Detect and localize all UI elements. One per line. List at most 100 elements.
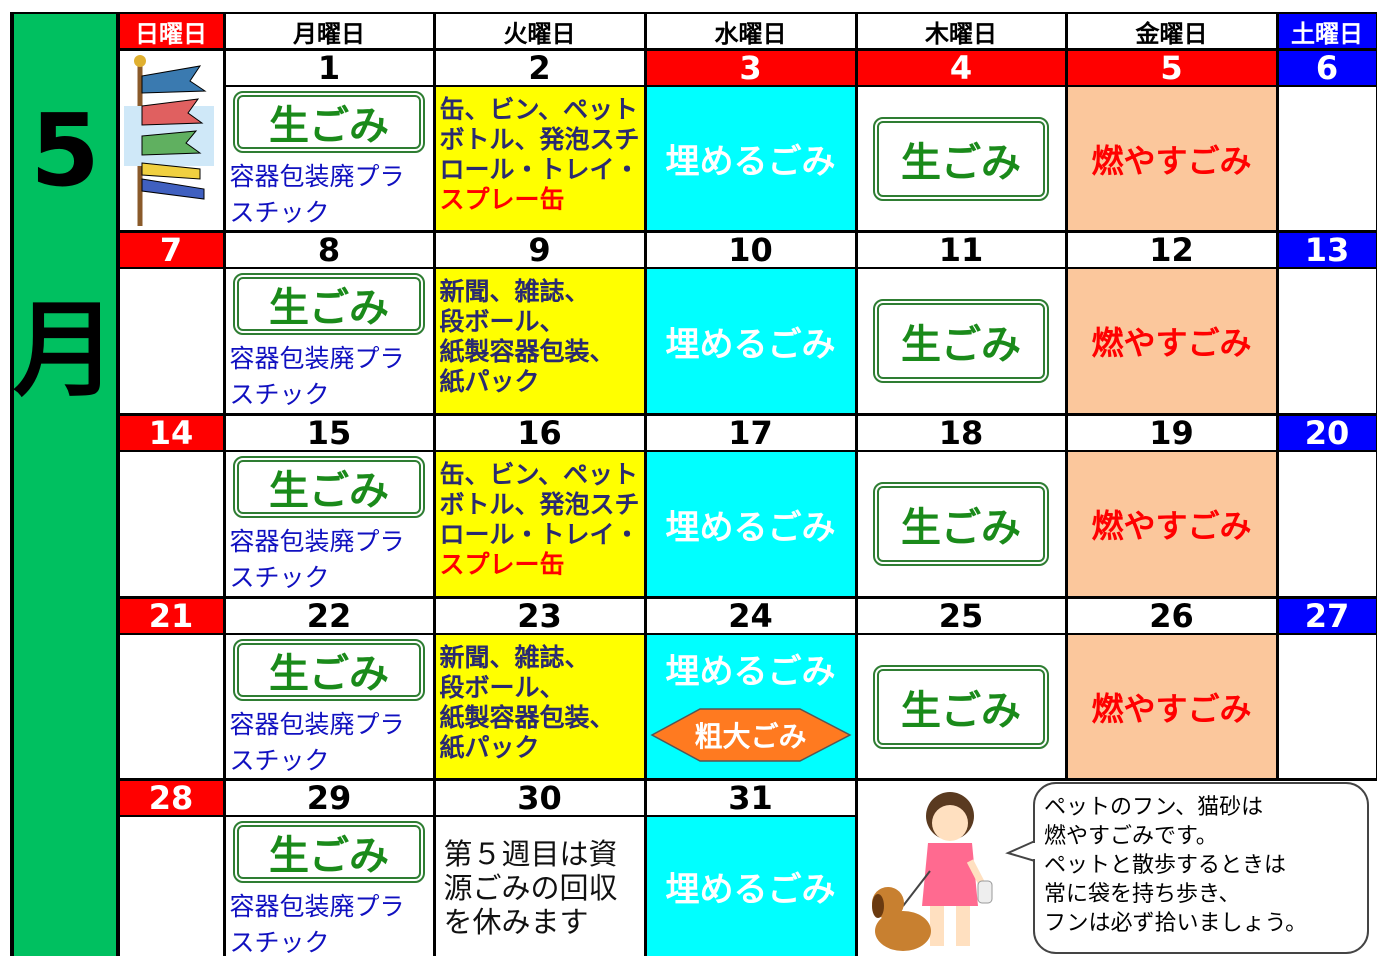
weekday-header: 水曜日 [646,14,855,48]
shigen-line: 新聞、雑誌、 [439,643,590,672]
day-cell: 新聞、雑誌、 段ボール、 紙製容器包装、 紙パック [435,635,644,778]
shigen-line: 紙製容器包装、 [439,703,615,732]
date-cell: 17 [646,414,855,452]
plastic-text: 容器包装廃プラスチック [229,892,405,956]
bubble-line: 燃やすごみです。 [1044,824,1218,849]
date-cell: 8 [225,231,433,269]
note-line: 源ごみの回収 [443,871,618,905]
shigen-line: 缶、ビン、ペット [439,95,639,124]
date-cell: 1 [225,49,433,87]
shigen-line: 段ボール、 [439,673,565,702]
sodai-gomi-text: 粗大ごみ [694,720,807,753]
day-cell: 埋めるごみ [646,269,855,413]
day-cell: 埋めるごみ [646,817,855,956]
shigen-line: 新聞、雑誌、 [439,277,590,306]
date-cell: 2 [435,49,644,87]
day-cell [1278,87,1376,230]
day-cell [119,452,223,596]
nama-gomi-box: 生ごみ [233,639,425,701]
day-cell: 缶、ビン、ペット ボトル、発泡スチ ロール・トレイ・ スプレー缶 [435,452,644,596]
date-cell: 24 [646,597,855,635]
day-cell [119,269,223,413]
day-cell: 生ごみ [857,635,1065,778]
umeru-gomi-text: 埋めるごみ [665,507,836,548]
date-cell: 26 [1067,597,1276,635]
shigen-line: ボトル、発泡スチ [439,125,640,154]
day-cell: 新聞、雑誌、 段ボール、 紙製容器包装、 紙パック [435,269,644,413]
moyasu-gomi-text: 燃やすごみ [1091,689,1252,728]
date-cell [119,51,223,230]
day-cell: 生ごみ容器包装廃プラスチック [225,87,433,230]
date-cell: 14 [119,414,223,452]
note-text: 第５週目は資 源ごみの回収 を休みます [444,837,642,939]
bubble-area: ペットのフン、猫砂は 燃やすごみです。 ペットと散歩するときは 常に袋を持ち歩き、 フン… [858,781,1377,956]
day-cell: 埋めるごみ [646,452,855,596]
shigen-line: 段ボール、 [439,307,565,336]
day-cell: 燃やすごみ [1067,87,1276,230]
umeru-gomi-text: 埋めるごみ [665,142,836,182]
shigen-line: 紙パック [439,367,540,396]
umeru-gomi-text: 埋めるごみ [665,324,836,365]
day-cell: 缶、ビン、ペット ボトル、発泡スチ ロール・トレイ・ スプレー缶 [435,87,644,230]
shigen-text: 新聞、雑誌、 段ボール、 紙製容器包装、 紙パック [440,277,642,397]
day-cell: 生ごみ容器包装廃プラスチック [225,269,433,413]
day-cell [1278,452,1376,596]
day-cell: 燃やすごみ [1067,452,1276,596]
weekday-header: 金曜日 [1067,14,1276,48]
nama-gomi-box: 生ごみ [233,273,425,335]
moyasu-gomi-text: 燃やすごみ [1091,324,1252,362]
day-cell: 第５週目は資 源ごみの回収 を休みます [435,817,644,956]
shigen-line: 紙製容器包装、 [439,337,615,366]
date-cell: 12 [1067,231,1276,269]
plastic-text: 容器包装廃プラスチック [229,344,405,409]
nama-gomi-box: 生ごみ [233,91,425,153]
plastic-text: 容器包装廃プラスチック [229,162,405,227]
shigen-text: 缶、ビン、ペット ボトル、発泡スチ ロール・トレイ・ スプレー缶 [440,460,642,580]
day-cell: 生ごみ [857,452,1065,596]
nama-gomi-box: 生ごみ [873,482,1049,566]
date-cell: 16 [435,414,644,452]
nama-gomi-box: 生ごみ [233,456,425,518]
day-cell: 生ごみ容器包装廃プラスチック [225,452,433,596]
weekday-header: 月曜日 [225,14,433,48]
shigen-line: 紙パック [439,733,540,762]
date-cell: 11 [857,231,1065,269]
day-cell: 燃やすごみ [1067,269,1276,413]
date-cell: 19 [1067,414,1276,452]
date-cell: 28 [119,779,223,817]
date-cell: 20 [1278,414,1376,452]
date-cell: 13 [1278,231,1376,269]
weekday-header: 日曜日 [119,14,223,48]
nama-gomi-box: 生ごみ [873,299,1049,383]
umeru-gomi-text: 埋めるごみ [665,870,836,910]
day-cell: 生ごみ [857,269,1065,413]
day-cell: 生ごみ容器包装廃プラスチック [225,635,433,778]
date-cell: 29 [225,779,433,817]
date-cell: 21 [119,597,223,635]
umeru-gomi-text: 埋めるごみ [665,651,836,692]
bubble-line: ペットと散歩するときは [1044,853,1287,878]
date-cell: 15 [225,414,433,452]
weekday-header: 土曜日 [1278,14,1376,48]
date-cell: 10 [646,231,855,269]
date-cell: 7 [119,231,223,269]
shigen-text: 缶、ビン、ペット ボトル、発泡スチ ロール・トレイ・ スプレー缶 [440,95,642,215]
date-cell: 22 [225,597,433,635]
pet-illustration [872,782,1369,954]
month-strip [14,14,116,956]
date-cell: 3 [646,49,855,87]
plastic-text: 容器包装廃プラスチック [229,527,405,592]
day-cell: 燃やすごみ [1067,635,1276,778]
nama-gomi-box: 生ごみ [873,664,1049,749]
day-cell [119,817,223,956]
date-cell: 9 [435,231,644,269]
weekday-header: 木曜日 [857,14,1065,48]
date-cell: 5 [1067,49,1276,87]
bubble-line: ペットのフン、猫砂は [1044,795,1264,820]
moyasu-gomi-text: 燃やすごみ [1091,141,1252,180]
date-cell: 6 [1278,49,1376,87]
plastic-text: 容器包装廃プラスチック [229,710,405,775]
nama-gomi-box: 生ごみ [873,116,1049,201]
date-cell: 25 [857,597,1065,635]
